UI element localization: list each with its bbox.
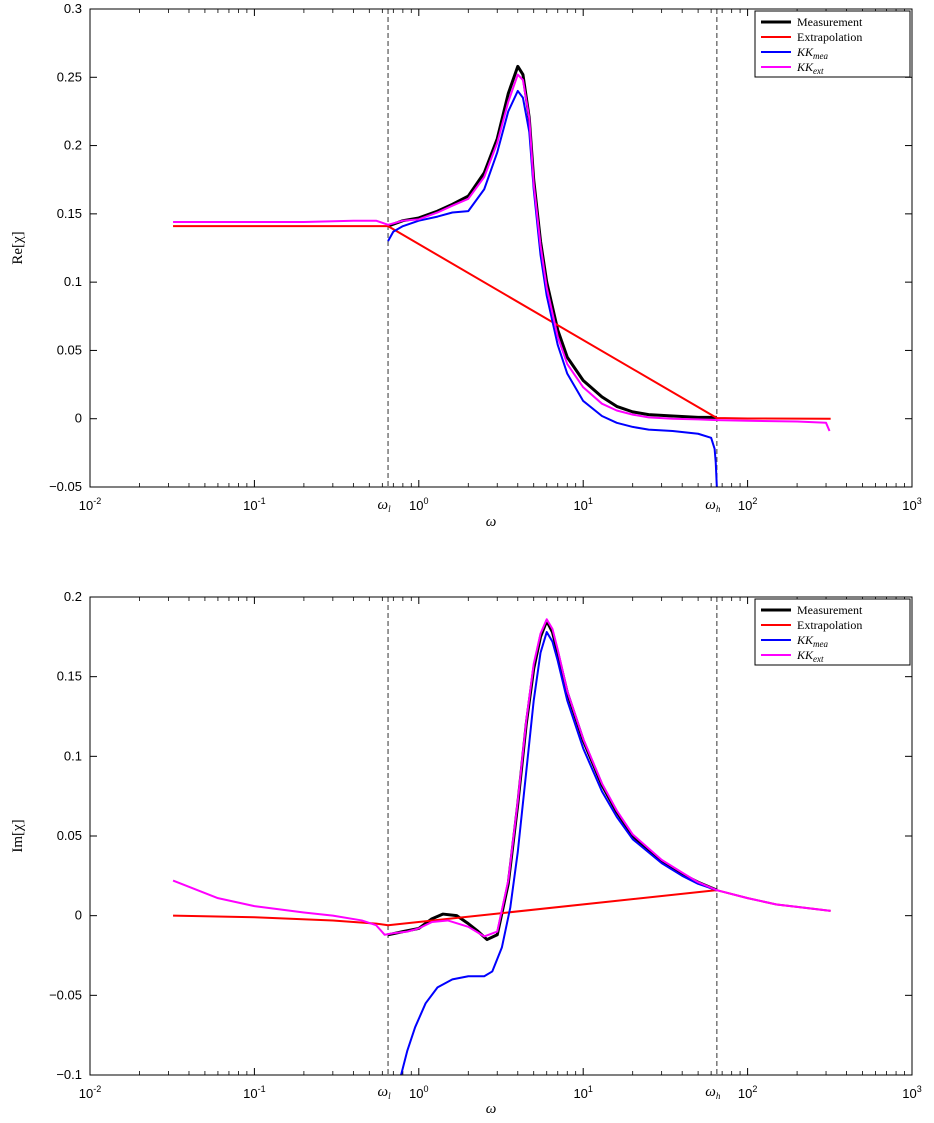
y-tick-label: 0.15: [57, 669, 82, 684]
legend-label: Extrapolation: [797, 618, 862, 632]
legend-label: Extrapolation: [797, 30, 862, 44]
y-tick-label: 0.25: [57, 69, 82, 84]
x-tick-label: 100: [409, 1084, 428, 1101]
series-line-kk-ext: [172, 618, 831, 938]
y-tick-label: 0.2: [64, 589, 82, 604]
y-axis-label: Re[χ]: [10, 231, 26, 264]
cutoff-label: ωl: [377, 1084, 391, 1101]
x-tick-label: 100: [409, 496, 428, 513]
plot-area: [90, 597, 912, 1075]
y-axis-label: Im[χ]: [10, 819, 26, 852]
y-tick-label: 0.15: [57, 206, 82, 221]
x-tick-label: 10-1: [243, 1084, 265, 1101]
x-tick-label: 101: [573, 1084, 592, 1101]
x-tick-label: 103: [902, 496, 921, 513]
legend-label: KKext: [796, 648, 824, 664]
y-tick-label: 0.1: [64, 274, 82, 289]
series-line-extrapolation: [173, 225, 831, 420]
y-tick-label: −0.1: [56, 1067, 82, 1082]
y-tick-label: 0.2: [64, 138, 82, 153]
plot-frame: [89, 8, 913, 488]
y-tick-label: 0.05: [57, 828, 82, 843]
cutoff-label: ωh: [705, 497, 721, 514]
cutoff-label: ωl: [377, 497, 391, 514]
legend-label: KKmea: [796, 633, 829, 649]
x-tick-label: 10-2: [79, 1084, 101, 1101]
real-part-chart: 10-2 10-1 100 101 102 103 −0.05 0 0.05 0.1 0.15 0.2…: [10, 1, 922, 530]
y-tick-label: 0.05: [57, 342, 82, 357]
y-tick-label: −0.05: [49, 987, 82, 1002]
legend-label: Measurement: [797, 603, 863, 617]
legend-label: KKmea: [796, 45, 829, 61]
x-tick-label: 10-1: [243, 496, 265, 513]
series-line-kk-mea: [400, 631, 718, 1075]
series-group: [172, 618, 831, 1075]
x-tick-label: 102: [738, 1084, 757, 1101]
y-tick-label: 0: [75, 411, 82, 426]
x-tick-label: 10-2: [79, 496, 101, 513]
y-tick-label: 0.1: [64, 748, 82, 763]
x-axis-label: ω: [486, 1101, 497, 1117]
x-tick-label: 103: [902, 1084, 921, 1101]
legend-label: Measurement: [797, 15, 863, 29]
plot-area: [90, 9, 912, 487]
x-axis-label: ω: [486, 514, 497, 530]
y-tick-label: −0.05: [49, 479, 82, 494]
series-group: [173, 64, 831, 487]
series-line-kk-ext: [173, 73, 831, 432]
imaginary-part-chart: 10-2 10-1 100 101 102 103 −0.1 −0.05 0 0.05 0.1 0.1…: [10, 589, 922, 1117]
y-tick-label: 0: [75, 908, 82, 923]
y-tick-label: 0.3: [64, 1, 82, 16]
legend-label: KKext: [796, 60, 824, 76]
series-line-kk-mea: [387, 89, 718, 487]
x-tick-label: 102: [738, 496, 757, 513]
x-tick-label: 101: [573, 496, 592, 513]
plot-frame: [89, 596, 913, 1076]
cutoff-label: ωh: [705, 1084, 721, 1101]
